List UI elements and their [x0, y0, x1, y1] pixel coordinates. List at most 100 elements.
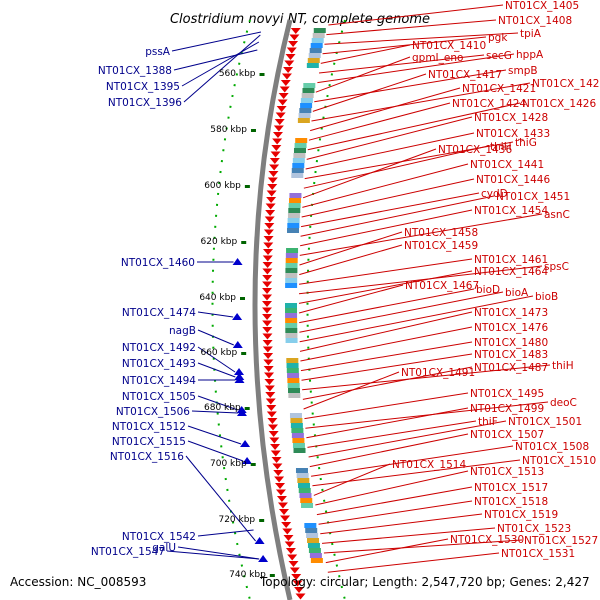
forward-gene-arrow: [262, 288, 273, 294]
forward-gene-label: NT01CX_1480: [474, 337, 548, 349]
label-leader-line: [315, 56, 411, 93]
forward-gene-arrow: [284, 60, 295, 67]
label-leader-line: [321, 527, 496, 544]
cog-color-block: [311, 38, 324, 43]
label-leader-line: [305, 132, 475, 170]
forward-gene-label: NT01CX_1454: [474, 205, 548, 217]
cog-color-block: [307, 538, 320, 543]
cog-color-block: [290, 418, 303, 423]
cog-color-block: [298, 488, 311, 493]
forward-gene-arrow: [263, 353, 274, 359]
label-leader-line: [302, 364, 551, 391]
reverse-gene-arrow: [240, 440, 251, 447]
forward-gene-arrow: [263, 236, 274, 242]
label-leader-line: [197, 311, 234, 318]
label-leader-line: [301, 353, 473, 381]
cog-color-block: [305, 528, 318, 533]
label-leader-line: [187, 425, 242, 445]
forward-gene-arrow: [262, 340, 273, 346]
label-leader-line: [197, 362, 236, 378]
forward-gene-label: asnC: [544, 209, 570, 221]
cog-color-block: [306, 533, 319, 538]
label-leader-line: [299, 213, 543, 256]
forward-gene-label: NT01CX_1508: [515, 441, 589, 453]
label-leader-line: [320, 513, 483, 535]
cog-color-block: [286, 358, 299, 363]
forward-gene-label: thiG: [515, 137, 537, 149]
scale-label: 660 kbp: [200, 348, 237, 358]
forward-gene-arrow: [277, 99, 288, 106]
forward-gene-arrow: [267, 177, 278, 184]
label-leader-line: [309, 433, 469, 468]
cog-color-block: [289, 413, 302, 418]
reverse-gene-label: NT01CX_1547: [91, 546, 165, 558]
forward-gene-arrow: [265, 203, 276, 210]
cog-color-block: [303, 83, 316, 88]
label-leader-line: [197, 395, 238, 411]
forward-gene-label: NT01CX_1422: [532, 78, 600, 90]
cog-color-block: [289, 193, 302, 198]
label-leader-line: [299, 291, 504, 333]
cog-color-block: [300, 98, 313, 103]
kbp-scale: 560 kbp 580 kbp 600 kbp 620 kbp 640 kbp 660 k…: [199, 69, 275, 580]
cog-color-block: [285, 273, 298, 278]
label-leader-line: [298, 284, 404, 314]
cog-color-block: [286, 248, 299, 253]
reverse-gene-label: galU: [152, 542, 176, 554]
scale-tick: [244, 185, 250, 188]
label-leader-line: [315, 470, 469, 506]
forward-gene-arrow: [262, 320, 273, 327]
forward-gene-arrow: [268, 431, 279, 437]
forward-gene-label: NT01CX_1530: [450, 534, 524, 546]
label-leader-line: [298, 270, 473, 304]
reverse-gene-arrow: [254, 537, 265, 544]
forward-gene-arrow: [288, 561, 299, 567]
cog-color-block: [296, 473, 309, 478]
forward-gene-arrow: [294, 587, 305, 593]
forward-gene-arrow: [269, 164, 280, 171]
label-leader-line: [307, 102, 521, 151]
forward-gene-label: NT01CX_1473: [474, 307, 548, 319]
reverse-gene-label: NT01CX_1512: [112, 421, 186, 433]
forward-gene-arrow: [267, 418, 278, 424]
label-leader-line: [171, 31, 262, 52]
reverse-gene-arrow: [232, 341, 243, 348]
forward-gene-arrow: [262, 314, 273, 320]
label-leader-line: [181, 41, 260, 87]
reverse-gene-label: NT01CX_1395: [106, 81, 180, 93]
forward-gene-label: NT01CX_1436: [438, 144, 512, 156]
forward-gene-arrow: [270, 444, 281, 450]
forward-gene-label: NT01CX_1518: [474, 496, 548, 508]
scale-label: 700 kbp: [210, 459, 247, 469]
forward-gene-arrow: [275, 112, 286, 119]
reverse-gene-arrow: [242, 457, 253, 464]
label-leader-line: [320, 44, 411, 64]
forward-gene-arrow: [262, 307, 273, 314]
forward-gene-arrow: [262, 333, 273, 340]
reverse-gene-arrow: [234, 376, 245, 383]
forward-gene-arrow: [283, 67, 294, 73]
forward-gene-arrow: [277, 502, 288, 509]
reverse-gene-label: NT01CX_1515: [112, 436, 186, 448]
cog-color-block: [292, 443, 305, 448]
cog-color-block: [285, 308, 298, 313]
label-leader-line: [300, 209, 473, 247]
forward-gene-label: NT01CX_1408: [498, 15, 572, 27]
cog-color-block: [293, 153, 306, 158]
cog-color-block: [287, 378, 300, 383]
label-leader-line: [306, 407, 469, 439]
scale-tick: [259, 519, 265, 522]
label-leader-line: [308, 420, 507, 458]
cog-color-block: [285, 253, 298, 258]
forward-gene-label: NT01CX_1495: [470, 388, 544, 400]
label-leader-line: [300, 341, 473, 372]
scale-label: 580 kbp: [210, 125, 247, 135]
forward-gene-arrow: [262, 346, 273, 353]
forward-gene-label: thiH: [552, 360, 574, 372]
reverse-gene-arrow: [258, 555, 269, 562]
label-leader-line: [323, 539, 523, 554]
label-leader-line: [300, 195, 495, 237]
forward-gene-label: NT01CX_1501: [508, 416, 582, 428]
forward-gene-label: NT01CX_1527: [524, 535, 598, 547]
